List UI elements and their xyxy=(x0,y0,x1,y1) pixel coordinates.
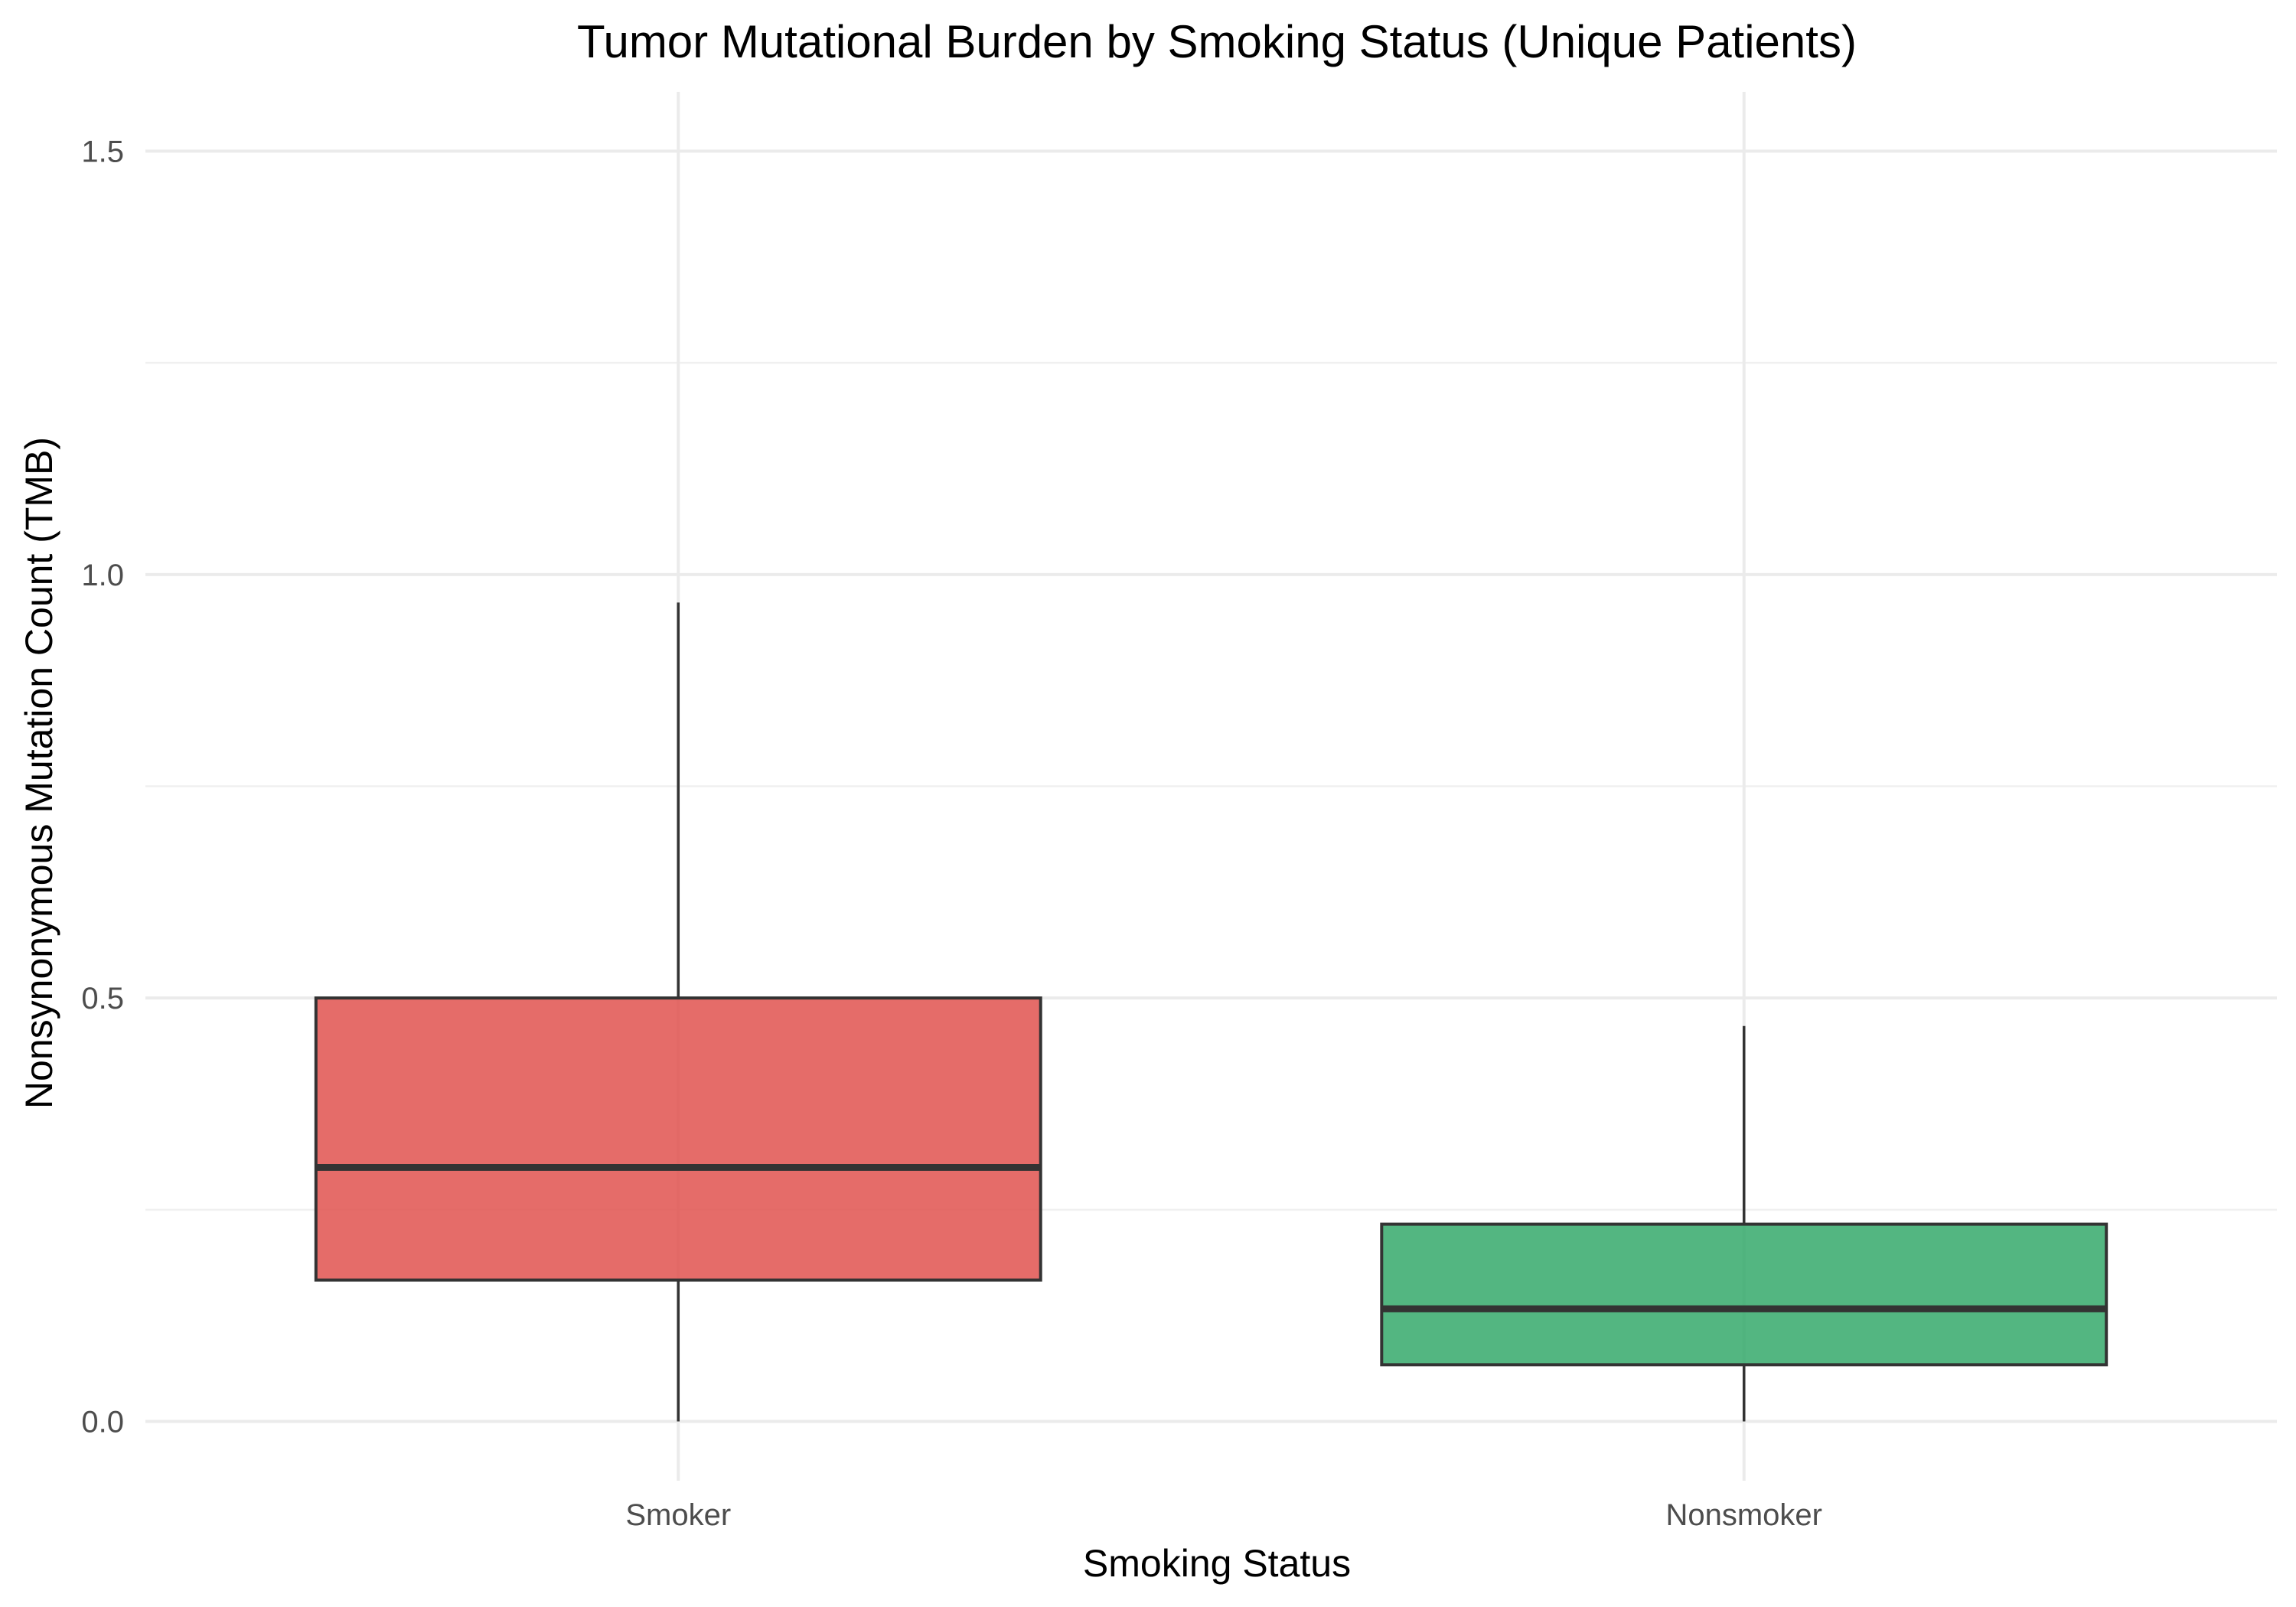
box-group-nonsmoker xyxy=(1380,1025,2108,1422)
y-tick-label: 1.5 xyxy=(81,135,124,168)
y-axis-title: Nonsynonymous Mutation Count (TMB) xyxy=(18,437,60,1109)
y-tick-label: 0.5 xyxy=(81,982,124,1015)
x-tick-label: Nonsmoker xyxy=(1665,1498,1822,1532)
label-layer: 0.0 0.5 1.0 1.5 Smoker Nonsmoker xyxy=(81,135,1822,1532)
box xyxy=(314,996,1042,1282)
x-axis-title: Smoking Status xyxy=(1083,1542,1351,1585)
y-tick-label: 0.0 xyxy=(81,1406,124,1439)
box xyxy=(1380,1222,2108,1367)
box-group-smoker xyxy=(314,602,1042,1422)
box-layer xyxy=(314,602,2108,1422)
y-tick-label: 1.0 xyxy=(81,559,124,592)
chart-title: Tumor Mutational Burden by Smoking Statu… xyxy=(577,16,1857,67)
x-tick-label: Smoker xyxy=(625,1498,731,1532)
